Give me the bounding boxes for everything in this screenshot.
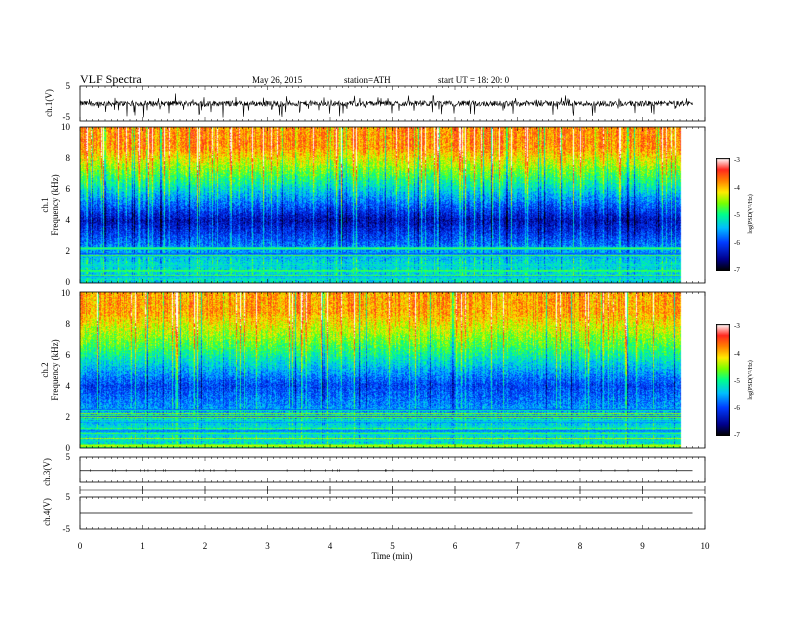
- ch2-spec-tick-10: 10: [61, 288, 71, 298]
- x-axis-label: Time (min): [372, 551, 413, 561]
- ch2-spec-tick-6: 6: [66, 350, 71, 360]
- x-tick-10: 10: [701, 541, 711, 551]
- ch1-wave-tick-bottom: -5: [63, 112, 71, 122]
- ch2-spectrogram-container: [80, 292, 693, 448]
- ch1-waveform-line: [79, 93, 693, 118]
- ch1-spectro-ylabel-channel: ch.1: [40, 197, 50, 212]
- x-tick-2: 2: [203, 541, 208, 551]
- ch2-spec-tick-0: 0: [66, 443, 71, 453]
- ch2-spectrogram: [80, 292, 693, 448]
- date-label: May 26, 2015: [252, 75, 303, 85]
- colorbar-1-tick-m4: -4: [734, 184, 740, 192]
- ch1-spec-tick-0: 0: [66, 277, 71, 287]
- colorbar-1-tick-m6: -6: [734, 239, 740, 247]
- ch4-wave-tick-bottom: -5: [63, 524, 71, 534]
- ch1-spec-tick-10: 10: [61, 122, 71, 132]
- x-tick-1: 1: [140, 541, 145, 551]
- ch2-spectro-ylabel-channel: ch.2: [40, 362, 50, 377]
- ch4-wave-ylabel: ch.4(V): [42, 498, 52, 526]
- colorbar-2-tick-m4: -4: [734, 350, 740, 358]
- colorbar-1-tick-m7: -7: [734, 266, 740, 274]
- colorbar-1-container: [716, 158, 730, 271]
- ch2-spec-tick-4: 4: [66, 381, 71, 391]
- ch1-spec-tick-8: 8: [66, 153, 71, 163]
- colorbar-2-tick-m7: -7: [734, 431, 740, 439]
- colorbar-2-label: log(PSD(V²/Hz): [747, 360, 754, 399]
- station-label: station=ATH: [344, 75, 391, 85]
- colorbar-1: [716, 158, 730, 271]
- ch1-spec-tick-4: 4: [66, 215, 71, 225]
- ch1-spectrogram: [80, 127, 693, 283]
- x-tick-5: 5: [390, 541, 395, 551]
- colorbar-2-tick-m6: -6: [734, 404, 740, 412]
- colorbar-2-tick-m3: -3: [734, 322, 740, 330]
- x-tick-8: 8: [578, 541, 583, 551]
- x-tick-0: 0: [78, 541, 83, 551]
- x-tick-4: 4: [328, 541, 333, 551]
- ch3-wave-tick-top: 5: [66, 452, 71, 462]
- ch2-spec-tick-8: 8: [66, 319, 71, 329]
- colorbar-2-container: [716, 324, 730, 436]
- colorbar-1-tick-m5: -5: [734, 211, 740, 219]
- x-tick-9: 9: [640, 541, 645, 551]
- ch1-spectro-ylabel-freq: Frequency (kHz): [50, 174, 60, 235]
- x-tick-3: 3: [265, 541, 270, 551]
- ch2-spectro-ylabel-freq: Frequency (kHz): [50, 339, 60, 400]
- ch1-spec-tick-2: 2: [66, 246, 71, 256]
- ch1-spec-tick-6: 6: [66, 184, 71, 194]
- colorbar-1-label: log(PSD(V²/Hz): [747, 194, 754, 233]
- ch1-wave-tick-top: 5: [66, 81, 71, 91]
- x-tick-6: 6: [453, 541, 458, 551]
- x-tick-7: 7: [515, 541, 520, 551]
- ch1-spectrogram-container: [80, 127, 693, 283]
- colorbar-2-tick-m5: -5: [734, 377, 740, 385]
- ch2-spec-tick-2: 2: [66, 412, 71, 422]
- ch3-wave-ylabel: ch.3(V): [42, 458, 52, 486]
- start-time-label: start UT = 18: 20: 0: [438, 75, 510, 85]
- figure-title: VLF Spectra: [80, 72, 142, 86]
- ch4-wave-tick-top: 5: [66, 492, 71, 502]
- colorbar-2: [716, 324, 730, 436]
- colorbar-1-tick-m3: -3: [734, 156, 740, 164]
- ch1-wave-ylabel: ch.1(V): [44, 89, 54, 117]
